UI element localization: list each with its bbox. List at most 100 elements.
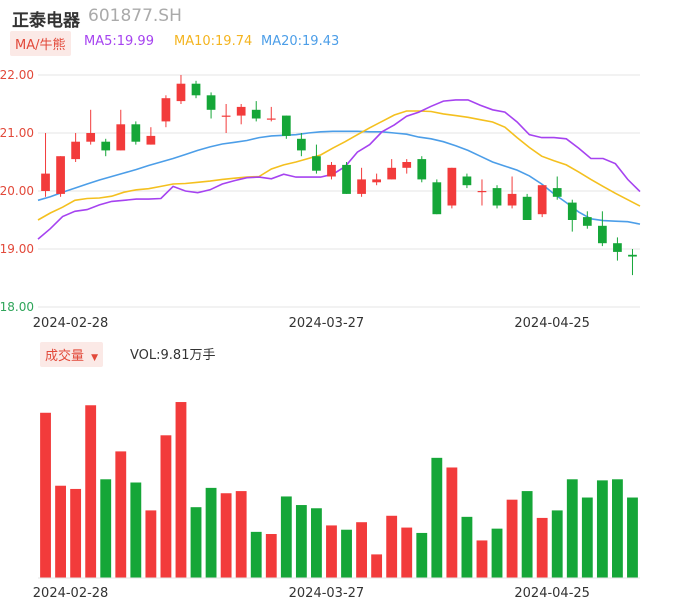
candle-body [537,185,547,215]
volume-bar [145,510,157,578]
candle [281,115,291,139]
candle [312,144,321,174]
y-tick-label: 20.00 [0,184,34,198]
volume-bar [115,451,127,578]
volume-bar [431,457,443,578]
candle-body [402,162,412,168]
volume-bar [235,491,247,578]
candle [236,104,246,125]
volume-bar [55,485,66,578]
ma-indicator-selector[interactable]: MA/牛熊 [10,31,71,56]
volume-bar [220,493,232,578]
y-tick-label: 21.00 [0,126,34,140]
candle [297,133,306,157]
candle-body [41,173,50,191]
volume-bar [566,479,578,578]
volume-bar [506,499,518,578]
candle [251,101,261,122]
volume-bar [326,525,337,578]
volume-bar [160,435,172,578]
candle-body [266,118,276,120]
candle [567,199,577,232]
candle [507,176,517,209]
volume-bar [476,540,488,578]
candle-body [462,176,472,186]
x-tick-label: 2024-03-27 [289,586,365,601]
candle-body [236,106,246,116]
volume-bar [295,505,307,578]
y-tick-label: 19.00 [0,242,34,256]
candle [598,211,607,247]
candle-body [327,164,336,177]
volume-bar [536,517,548,578]
candle [266,106,276,122]
y-tick-label: 18.00 [0,300,34,314]
volume-bar [612,479,623,578]
candle [462,173,472,189]
candle [552,176,562,200]
x-tick-label: 2024-04-25 [514,586,590,601]
candle [402,159,412,174]
y-tick-label: 22.00 [0,68,34,82]
candle-body [432,182,442,215]
volume-bar [100,479,112,578]
volume-bar [491,528,503,578]
candle [537,185,547,218]
candle [71,133,80,162]
candle-body [191,83,201,96]
candle [56,156,65,197]
candle [522,193,532,220]
ma5-legend: MA5:19.99 [84,34,154,49]
candle [221,104,231,133]
volume-bar [341,529,352,578]
volume-bar [596,480,608,578]
volume-bar [265,534,277,578]
candle [146,127,156,145]
candle-body [176,83,186,102]
candle-body [101,141,111,151]
candle [327,162,336,180]
ma10-legend: MA10:19.74 [174,34,253,49]
candle-body [312,156,321,171]
candle [116,109,126,151]
candle-body [161,98,171,122]
ma20-line [37,130,641,225]
volume-bar [250,531,262,578]
volume-bar [461,516,473,578]
candle [387,159,397,180]
volume-bar [371,554,383,578]
candle [447,167,457,209]
volume-bar [205,487,217,578]
candle-body [221,115,231,117]
candle-body [281,115,291,136]
candle [131,121,141,145]
ma5-line [37,99,641,240]
candle-body [507,193,517,206]
candle-body [567,202,577,220]
volume-bar [70,488,82,578]
candle-body [56,156,65,194]
candle-body [492,188,502,206]
volume-bar [521,491,533,578]
volume-value: VOL:9.81万手 [130,348,216,363]
candle-body [417,159,427,180]
candle [191,80,201,99]
stock-name: 正泰电器 [12,11,80,31]
candle-body [342,164,351,194]
candle-body [387,167,397,180]
candle [582,211,592,229]
volume-bar [175,402,187,578]
volume-bar [416,532,428,578]
volume-bar [581,497,593,578]
volume-bar [627,497,638,578]
candle-body [86,133,96,142]
stock-code: 601877.SH [88,6,182,26]
volume-indicator-selector[interactable]: 成交量 ▼ [40,342,104,367]
candle-body [357,179,366,194]
candle-body [71,141,80,160]
x-tick-label: 2024-02-28 [33,316,109,331]
volume-bar [401,527,413,578]
candle [432,179,442,215]
candle [613,237,622,261]
